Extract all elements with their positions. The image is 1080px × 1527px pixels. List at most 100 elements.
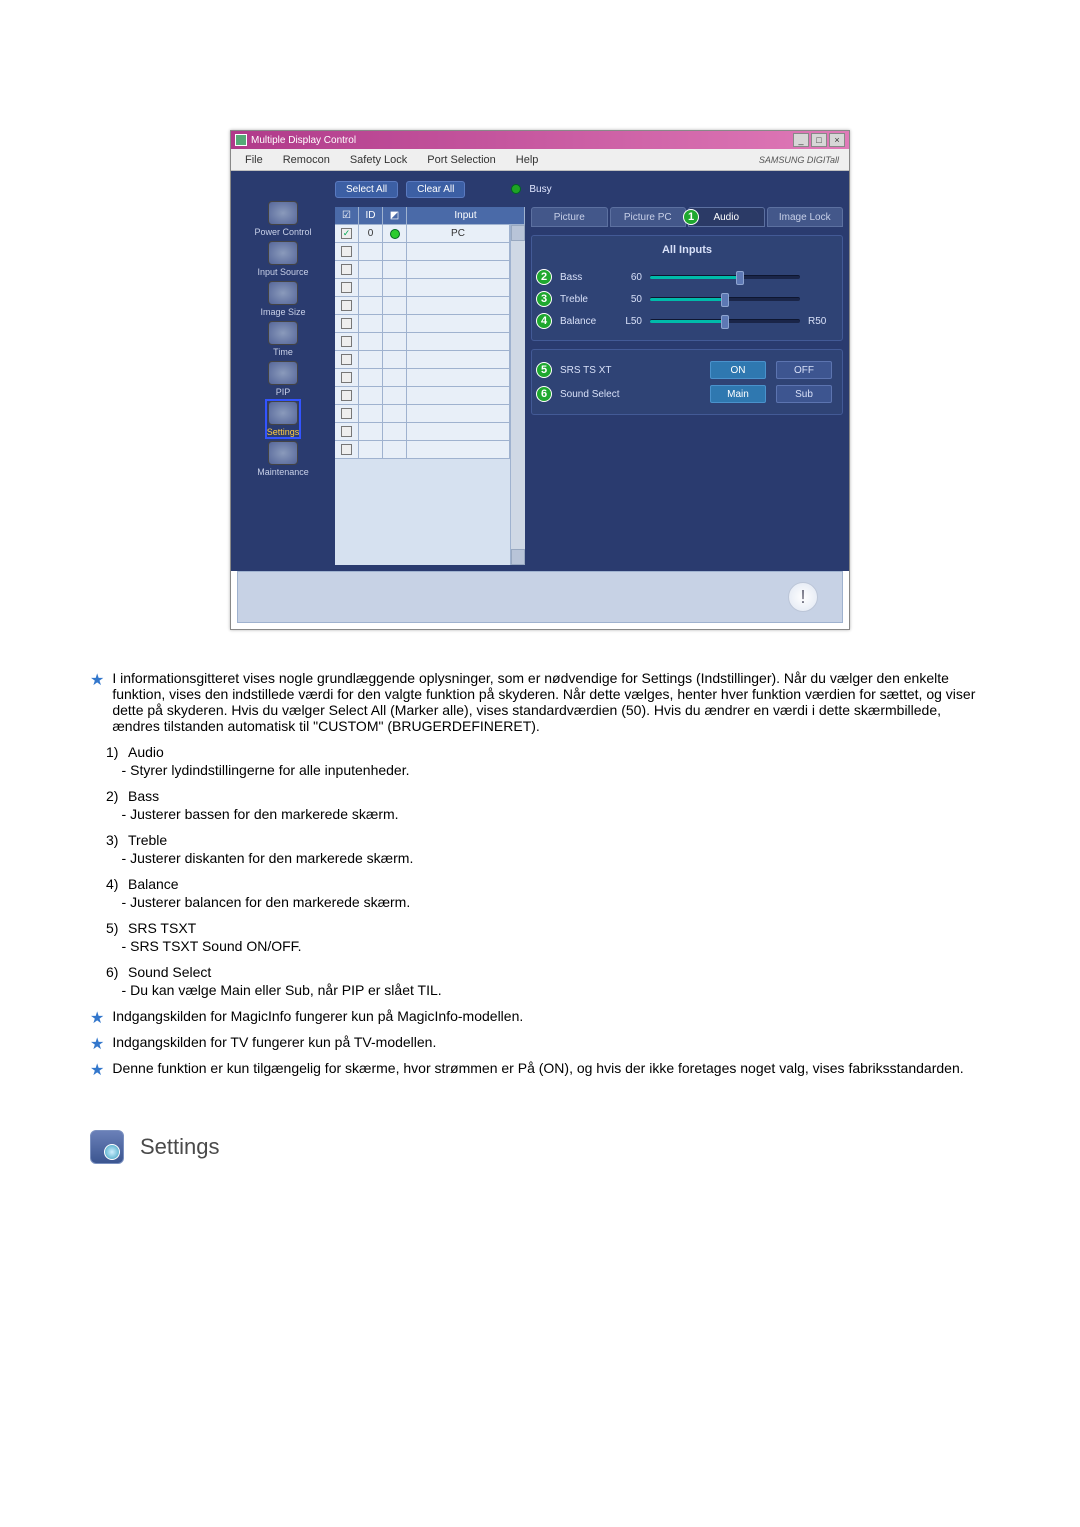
section-title: Settings [140, 1134, 220, 1160]
table-row[interactable] [335, 369, 510, 387]
titlebar: Multiple Display Control _ □ × [231, 131, 849, 149]
row-checkbox[interactable] [341, 336, 352, 347]
slider-label: Balance [560, 316, 610, 327]
row-checkbox[interactable] [341, 300, 352, 311]
table-row[interactable] [335, 441, 510, 459]
slider-value: 50 [618, 294, 642, 305]
tab-image-lock[interactable]: Image Lock [767, 207, 844, 227]
row-id [359, 441, 383, 458]
close-button[interactable]: × [829, 133, 845, 147]
row-id [359, 333, 383, 350]
row-checkbox[interactable] [341, 390, 352, 401]
numbered-list: 1)Audio - Styrer lydindstillingerne for … [106, 744, 990, 998]
slider-bass: 2Bass60 [542, 266, 832, 288]
maximize-button[interactable]: □ [811, 133, 827, 147]
menu-port-selection[interactable]: Port Selection [417, 154, 505, 166]
sidebar-item-pip[interactable]: PIP [268, 361, 298, 397]
row-checkbox[interactable] [341, 246, 352, 257]
sidebar-label: Image Size [260, 307, 305, 317]
table-row[interactable] [335, 279, 510, 297]
settings-section-icon [90, 1130, 124, 1164]
row-id [359, 279, 383, 296]
callout-1-icon: 1 [683, 209, 699, 225]
grid-scrollbar[interactable] [510, 225, 525, 565]
scroll-up-icon[interactable] [511, 225, 525, 241]
menubar: FileRemoconSafety LockPort SelectionHelp… [231, 149, 849, 171]
status-dot-icon [390, 229, 400, 239]
sidebar-item-input[interactable]: Input Source [257, 241, 308, 277]
toggle-off-button[interactable]: OFF [776, 361, 832, 379]
grid-header-check[interactable]: ☑ [335, 207, 359, 224]
slider-track[interactable] [650, 297, 800, 301]
table-row[interactable]: 0PC [335, 225, 510, 243]
star-icon: ★ [90, 1008, 104, 1028]
sidebar-item-image[interactable]: Image Size [260, 281, 305, 317]
scroll-down-icon[interactable] [511, 549, 525, 565]
tab-picture-pc[interactable]: Picture PC [610, 207, 687, 227]
toggle-main-button[interactable]: Main [710, 385, 766, 403]
menu-remocon[interactable]: Remocon [273, 154, 340, 166]
table-row[interactable] [335, 261, 510, 279]
row-input: PC [407, 225, 510, 242]
row-input [407, 333, 510, 350]
slider-track[interactable] [650, 319, 800, 323]
slider-thumb[interactable] [736, 271, 744, 285]
toggle-label: Sound Select [560, 389, 630, 400]
toggle-row-srs-ts-xt: 5SRS TS XTONOFF [542, 358, 832, 382]
row-input [407, 315, 510, 332]
app-window: Multiple Display Control _ □ × FileRemoc… [230, 130, 850, 630]
row-checkbox[interactable] [341, 228, 352, 239]
slider-thumb[interactable] [721, 315, 729, 329]
row-checkbox[interactable] [341, 318, 352, 329]
row-checkbox[interactable] [341, 282, 352, 293]
row-checkbox[interactable] [341, 444, 352, 455]
row-checkbox[interactable] [341, 426, 352, 437]
table-row[interactable] [335, 315, 510, 333]
window-title: Multiple Display Control [251, 135, 356, 146]
select-all-button[interactable]: Select All [335, 181, 398, 198]
toolbar: Select All Clear All Busy [335, 177, 843, 201]
table-row[interactable] [335, 387, 510, 405]
slider-value: 60 [618, 272, 642, 283]
row-input [407, 297, 510, 314]
sidebar-item-time[interactable]: Time [268, 321, 298, 357]
slider-track[interactable] [650, 275, 800, 279]
row-input [407, 441, 510, 458]
toggle-sub-button[interactable]: Sub [776, 385, 832, 403]
minimize-button[interactable]: _ [793, 133, 809, 147]
row-id [359, 369, 383, 386]
menu-safety-lock[interactable]: Safety Lock [340, 154, 417, 166]
table-row[interactable] [335, 297, 510, 315]
menu-file[interactable]: File [235, 154, 273, 166]
pip-icon [268, 361, 298, 385]
slider-balance: 4BalanceL50R50 [542, 310, 832, 332]
row-checkbox[interactable] [341, 372, 352, 383]
sidebar-item-power[interactable]: Power Control [254, 201, 311, 237]
app-icon [235, 134, 247, 146]
grid-header-status-icon: ◩ [383, 207, 407, 224]
all-inputs-heading: All Inputs [542, 244, 832, 256]
sidebar-item-settings[interactable]: Settings [267, 401, 300, 437]
row-checkbox[interactable] [341, 354, 352, 365]
table-row[interactable] [335, 333, 510, 351]
tab-picture[interactable]: Picture [531, 207, 608, 227]
table-row[interactable] [335, 423, 510, 441]
row-checkbox[interactable] [341, 264, 352, 275]
menu-help[interactable]: Help [506, 154, 549, 166]
slider-treble: 3Treble50 [542, 288, 832, 310]
clear-all-button[interactable]: Clear All [406, 181, 465, 198]
power-icon [268, 201, 298, 225]
sidebar-item-maintenance[interactable]: Maintenance [257, 441, 309, 477]
tab-audio[interactable]: 1Audio [688, 207, 765, 227]
table-row[interactable] [335, 351, 510, 369]
list-item: 1)Audio - Styrer lydindstillingerne for … [106, 744, 990, 778]
sidebar-label: Power Control [254, 227, 311, 237]
row-input [407, 243, 510, 260]
toggle-on-button[interactable]: ON [710, 361, 766, 379]
row-checkbox[interactable] [341, 408, 352, 419]
slider-thumb[interactable] [721, 293, 729, 307]
table-row[interactable] [335, 405, 510, 423]
table-row[interactable] [335, 243, 510, 261]
list-item: 4)Balance - Justerer balancen for den ma… [106, 876, 990, 910]
sliders-block: All Inputs 2Bass603Treble504BalanceL50R5… [531, 235, 843, 341]
